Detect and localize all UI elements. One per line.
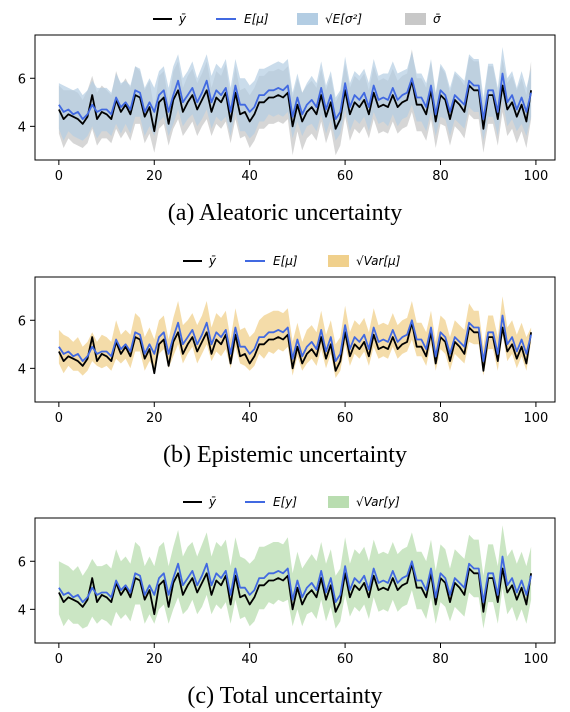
x-tick-label: 80 xyxy=(432,169,449,184)
legend-label-mean: ȳ xyxy=(208,254,217,268)
plot-layer-aleatoric xyxy=(58,47,532,156)
caption-total: (c) Total uncertainty xyxy=(187,683,382,709)
series-line-mean xyxy=(58,562,532,616)
plot-layer-epistemic xyxy=(58,296,532,378)
axes-frame-aleatoric xyxy=(34,34,556,161)
ticks-aleatoric: 0 20 40 60 80 100 4 6 xyxy=(18,72,549,184)
legend-swatch-band-2 xyxy=(405,13,426,25)
x-tick-label: 40 xyxy=(241,169,258,184)
x-tick-label: 100 xyxy=(524,652,549,667)
plot-area-aleatoric: 0 20 40 60 80 100 4 6 xyxy=(18,34,556,184)
band-1 xyxy=(58,47,532,141)
plot-area-total: 0 20 40 60 80 100 4 6 xyxy=(18,517,556,667)
x-tick-label: 40 xyxy=(241,652,258,667)
panel-total: ȳ E[y] √Var[y] 0 20 40 60 80 100 4 6 (c) Total … xyxy=(18,495,556,709)
x-tick-label: 60 xyxy=(337,169,354,184)
y-tick-label: 4 xyxy=(18,120,26,135)
legend-total: ȳ E[y] √Var[y] xyxy=(183,495,400,509)
plot-layer-total xyxy=(58,525,532,629)
caption-epistemic: (b) Epistemic uncertainty xyxy=(163,442,407,468)
legend-label-band-2: σ̄ xyxy=(433,12,441,26)
series-line-mean xyxy=(58,321,532,375)
x-tick-label: 100 xyxy=(524,411,549,426)
panel-epistemic: ȳ E[μ] √Var[μ] 0 20 40 60 80 100 4 6 (b) Episte… xyxy=(18,254,556,468)
x-tick-label: 0 xyxy=(55,652,63,667)
y-tick-label: 4 xyxy=(18,362,26,377)
legend-label-band-1: √Var[μ] xyxy=(356,254,401,268)
legend-label-prediction: E[μ] xyxy=(273,254,298,268)
x-tick-label: 60 xyxy=(337,652,354,667)
axes-frame-total xyxy=(34,517,556,644)
x-tick-label: 80 xyxy=(432,652,449,667)
legend-swatch-band-1 xyxy=(328,255,349,267)
series-line-prediction xyxy=(58,72,532,120)
x-tick-label: 20 xyxy=(146,411,163,426)
ticks-epistemic: 0 20 40 60 80 100 4 6 xyxy=(18,314,549,426)
series-line-prediction xyxy=(58,314,532,362)
y-tick-label: 6 xyxy=(18,314,26,329)
x-tick-label: 0 xyxy=(55,169,63,184)
legend-label-mean: ȳ xyxy=(178,12,187,26)
y-tick-label: 6 xyxy=(18,555,26,570)
legend-label-prediction: E[y] xyxy=(273,495,297,509)
x-tick-label: 100 xyxy=(524,169,549,184)
x-tick-label: 20 xyxy=(146,169,163,184)
x-tick-label: 0 xyxy=(55,411,63,426)
legend-label-prediction: E[μ] xyxy=(244,12,269,26)
y-tick-label: 6 xyxy=(18,72,26,87)
legend-swatch-band-1 xyxy=(297,13,318,25)
band-1 xyxy=(58,525,532,629)
x-tick-label: 80 xyxy=(432,411,449,426)
caption-aleatoric: (a) Aleatoric uncertainty xyxy=(168,200,403,226)
x-tick-label: 60 xyxy=(337,411,354,426)
series-line-prediction xyxy=(58,555,532,603)
axes-frame-epistemic xyxy=(34,276,556,403)
x-tick-label: 20 xyxy=(146,652,163,667)
band-1 xyxy=(58,296,532,378)
legend-epistemic: ȳ E[μ] √Var[μ] xyxy=(183,254,401,268)
panel-aleatoric: ȳ E[μ] √E[σ²] σ̄ 0 20 40 60 80 100 4 6 (a) Alea… xyxy=(18,12,556,226)
legend-swatch-band-1 xyxy=(328,496,349,508)
x-tick-label: 40 xyxy=(241,411,258,426)
ticks-total: 0 20 40 60 80 100 4 6 xyxy=(18,555,549,667)
legend-aleatoric: ȳ E[μ] √E[σ²] σ̄ xyxy=(153,12,441,26)
plot-area-epistemic: 0 20 40 60 80 100 4 6 xyxy=(18,276,556,426)
series-line-mean xyxy=(58,79,532,133)
legend-label-mean: ȳ xyxy=(208,495,217,509)
y-tick-label: 4 xyxy=(18,603,26,618)
legend-label-band-1: √Var[y] xyxy=(356,495,400,509)
legend-label-band-1: √E[σ²] xyxy=(325,12,362,26)
